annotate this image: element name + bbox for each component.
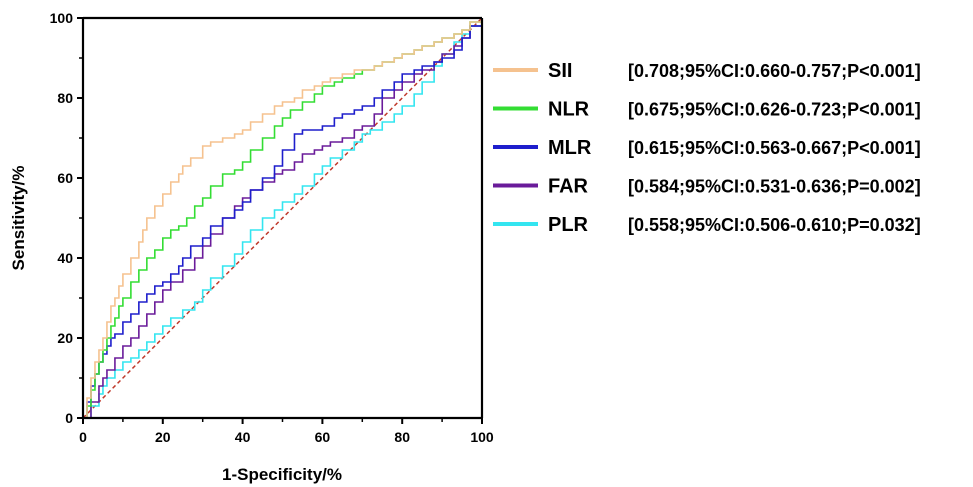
- legend-entry-far: FAR [0.584;95%CI:0.531-0.636;P=0.002]: [493, 176, 921, 198]
- x-tick-label: 80: [394, 429, 410, 445]
- legend-entry-mlr: MLR [0.615;95%CI:0.563-0.667;P<0.001]: [493, 137, 921, 159]
- legend: SII [0.708;95%CI:0.660-0.757;P<0.001] NLR […: [493, 60, 921, 236]
- roc-line-far: [83, 18, 483, 419]
- x-axis-title: 1-Specificity/%: [222, 465, 342, 484]
- roc-line-plr: [83, 18, 483, 419]
- x-tick-label: 0: [79, 429, 87, 445]
- legend-series-stat: [0.708;95%CI:0.660-0.757;P<0.001]: [628, 61, 921, 81]
- y-tick-label: 40: [57, 250, 73, 266]
- y-tick-label: 100: [50, 10, 74, 26]
- y-tick-label: 80: [57, 90, 73, 106]
- x-axis-ticks: 0 20 40 60 80 100: [79, 418, 494, 445]
- legend-series-name: PLR: [548, 214, 589, 236]
- y-tick-label: 0: [65, 410, 73, 426]
- legend-series-stat: [0.675;95%CI:0.626-0.723;P<0.001]: [628, 100, 921, 120]
- x-tick-label: 20: [155, 429, 171, 445]
- legend-series-stat: [0.558;95%CI:0.506-0.610;P=0.032]: [628, 215, 921, 235]
- legend-entry-plr: PLR [0.558;95%CI:0.506-0.610;P=0.032]: [493, 214, 921, 236]
- legend-entry-sii: SII [0.708;95%CI:0.660-0.757;P<0.001]: [493, 60, 921, 82]
- y-tick-label: 60: [57, 170, 73, 186]
- legend-series-name: NLR: [548, 99, 590, 121]
- x-tick-label: 40: [235, 429, 251, 445]
- legend-series-name: SII: [548, 60, 572, 82]
- legend-series-stat: [0.584;95%CI:0.531-0.636;P=0.002]: [628, 177, 921, 197]
- legend-series-stat: [0.615;95%CI:0.563-0.667;P<0.001]: [628, 138, 921, 158]
- plot-area: [81, 16, 484, 420]
- legend-series-name: FAR: [548, 176, 589, 198]
- x-tick-label: 60: [315, 429, 331, 445]
- legend-series-name: MLR: [548, 137, 592, 159]
- x-tick-label: 100: [470, 429, 494, 445]
- y-tick-label: 20: [57, 330, 73, 346]
- legend-entry-nlr: NLR [0.675;95%CI:0.626-0.723;P<0.001]: [493, 99, 921, 121]
- y-axis-ticks: 0 20 40 60 80 100: [50, 10, 83, 426]
- roc-line-sii: [83, 18, 483, 419]
- reference-diagonal: [82, 17, 483, 419]
- roc-line-mlr: [83, 18, 483, 419]
- y-axis-title: Sensitivity/%: [9, 166, 28, 271]
